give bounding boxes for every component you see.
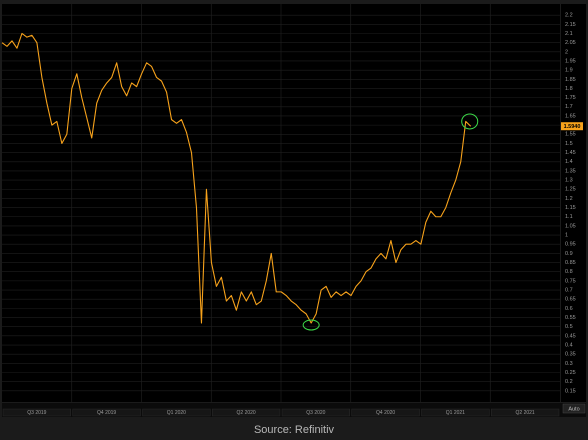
y-tick-label: 0.25 <box>565 370 576 376</box>
quarter-label: Q4 2019 <box>97 410 116 416</box>
quarter-box <box>491 408 560 417</box>
y-tick-label: 0.8 <box>565 269 573 275</box>
highlight-circle <box>302 319 320 331</box>
y-tick-label: 0.15 <box>565 388 576 394</box>
y-tick-label: 2.1 <box>565 31 573 37</box>
source: Source: Refinitiv <box>254 424 335 436</box>
y-tick-label: 0.4 <box>565 342 573 348</box>
y-tick-label: 0.75 <box>565 278 576 284</box>
y-tick-label: 1.05 <box>565 223 576 229</box>
quarter-box <box>212 408 281 417</box>
y-tick-label: 0.9 <box>565 251 573 257</box>
quarter-box <box>281 408 350 417</box>
y-tick-label: 1.45 <box>565 150 576 156</box>
y-tick-label: 0.5 <box>565 324 573 330</box>
y-axis-area <box>561 4 586 402</box>
quarter-box <box>351 408 420 417</box>
highlight-circle <box>461 113 479 130</box>
y-tick-label: 1.4 <box>565 159 573 165</box>
quarter-label: Q1 2020 <box>167 410 186 416</box>
y-tick-label: 1.9 <box>565 68 573 74</box>
auto-button-label[interactable]: Auto <box>568 406 579 412</box>
auto-button <box>562 403 586 414</box>
y-tick-label: 1.75 <box>565 95 576 101</box>
quarter-label: Q4 2020 <box>376 410 395 416</box>
last-value-label: 1.5940 <box>564 124 581 130</box>
y-tick-label: 1.1 <box>565 214 573 220</box>
quarter-box <box>2 408 71 417</box>
y-tick-label: 2.05 <box>565 40 576 46</box>
y-tick-label: 1.65 <box>565 113 576 119</box>
last-value-box <box>561 122 583 131</box>
y-tick-label: 1.15 <box>565 205 576 211</box>
quarter-label: Q3 2019 <box>27 410 46 416</box>
y-tick-label: 1.55 <box>565 132 576 138</box>
y-tick-label: 0.35 <box>565 352 576 358</box>
y-tick-label: 0.6 <box>565 306 573 312</box>
y-tick-label: 1.85 <box>565 77 576 83</box>
quarter-label: Q1 2021 <box>446 410 465 416</box>
price-line <box>1 32 472 324</box>
quarter-box <box>421 408 490 417</box>
y-tick-label: 0.65 <box>565 297 576 303</box>
y-tick-label: 0.2 <box>565 379 573 385</box>
y-tick-label: 1.25 <box>565 187 576 193</box>
y-tick-label: 1.7 <box>565 104 573 110</box>
quarter-label: Q3 2020 <box>306 410 325 416</box>
y-tick-label: 0.55 <box>565 315 576 321</box>
y-tick-label: 1.8 <box>565 86 573 92</box>
y-tick-label: 2.15 <box>565 22 576 28</box>
y-tick-label: 1 <box>565 233 568 239</box>
y-tick-label: 1.95 <box>565 58 576 64</box>
y-tick-label: 0.85 <box>565 260 576 266</box>
quarter-box <box>142 408 211 417</box>
quarter-box <box>72 408 141 417</box>
y-tick-label: 0.95 <box>565 242 576 248</box>
y-tick-label: 1.3 <box>565 178 573 184</box>
y-tick-label: 0.7 <box>565 287 573 293</box>
y-tick-label: 1.35 <box>565 168 576 174</box>
y-tick-label: 0.3 <box>565 361 573 367</box>
quarter-label: Q2 2020 <box>237 410 256 416</box>
y-tick-label: 2 <box>565 49 568 55</box>
y-tick-label: 2.2 <box>565 13 573 19</box>
y-tick-label: 1.5 <box>565 141 573 147</box>
quarter-label: Q2 2021 <box>516 410 535 416</box>
y-tick-label: 1.2 <box>565 196 573 202</box>
y-tick-label: 0.45 <box>565 333 576 339</box>
